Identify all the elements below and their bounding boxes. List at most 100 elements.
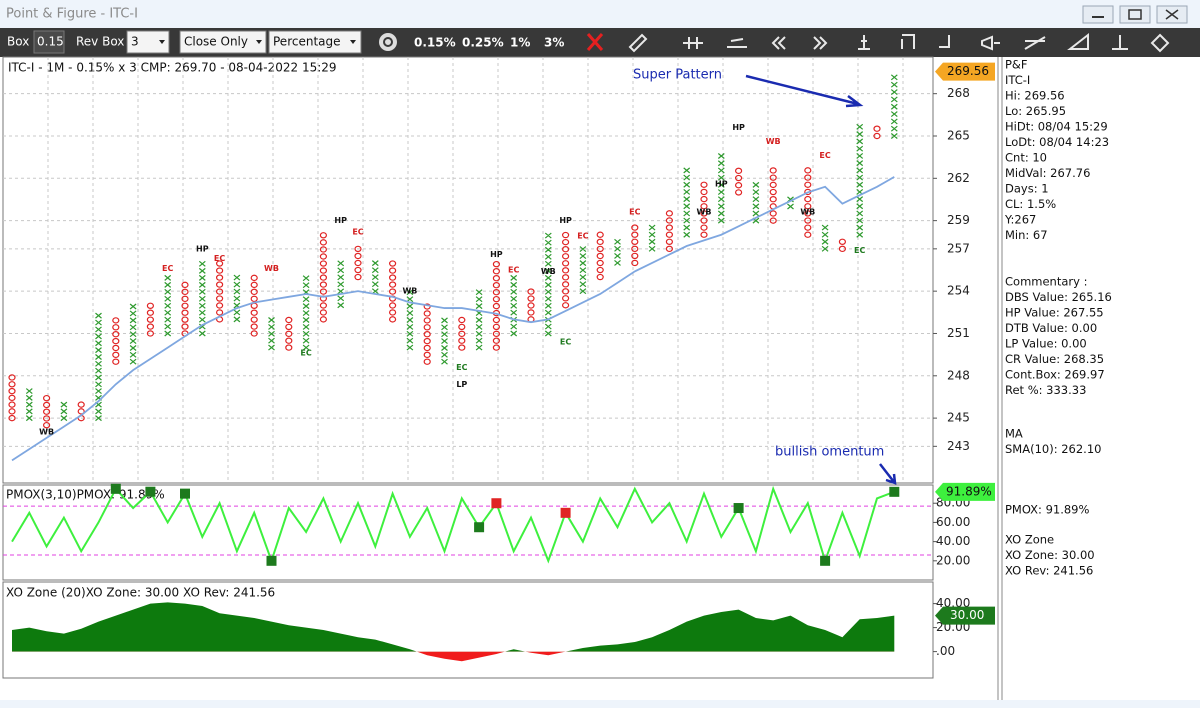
o-column	[8, 374, 16, 422]
tool-icon[interactable]	[771, 36, 786, 50]
box-input[interactable]	[33, 30, 65, 54]
info-line: Min: 67	[1005, 228, 1048, 242]
x-column	[60, 401, 68, 422]
box-preset[interactable]: 0.25%	[462, 36, 504, 50]
info-line: Days: 1	[1005, 182, 1049, 196]
o-column	[735, 167, 743, 196]
x-column	[337, 260, 345, 309]
info-line: LoDt: 08/04 14:23	[1005, 135, 1109, 149]
pattern-label: WB	[697, 208, 712, 217]
signal-marker	[110, 483, 121, 494]
pattern-label: EC	[508, 266, 519, 275]
info-line: MA	[1005, 427, 1023, 441]
info-line: Cont.Box: 269.97	[1005, 368, 1105, 382]
pattern-label: WB	[39, 428, 54, 437]
x-column	[129, 303, 137, 365]
drawing-tools	[628, 32, 1170, 53]
box-preset[interactable]: 0.15%	[414, 36, 456, 50]
pattern-label: WB	[264, 264, 279, 273]
pattern-label: HP	[715, 179, 728, 188]
refresh-button[interactable]	[379, 33, 397, 51]
dropdown-arrow	[256, 40, 262, 44]
signal-marker	[889, 486, 900, 497]
mode-select[interactable]	[179, 30, 267, 54]
pattern-label: HP	[334, 216, 347, 225]
tool-icon[interactable]	[858, 35, 870, 50]
y-tick-label: 243	[947, 439, 970, 453]
tool-icon[interactable]	[1112, 35, 1128, 50]
tool-icon[interactable]	[727, 38, 747, 48]
tool-icon[interactable]	[813, 36, 828, 50]
tool-icon[interactable]	[901, 34, 915, 49]
last-value-badge	[935, 606, 995, 625]
xo-zone-title: XO Zone (20)XO Zone: 30.00 XO Rev: 241.5…	[6, 586, 275, 600]
o-column	[43, 395, 51, 429]
info-line: XO Rev: 241.56	[1005, 564, 1093, 578]
last-value-label: 91.89%	[946, 484, 992, 498]
info-line: Lo: 265.95	[1005, 104, 1066, 118]
window-controls[interactable]	[1082, 5, 1188, 24]
pattern-label: EC	[560, 337, 571, 346]
signal-marker	[474, 522, 485, 533]
info-line: DBS Value: 265.16	[1005, 290, 1112, 304]
x-column	[787, 196, 794, 210]
last-value-label: 30.00	[950, 608, 984, 622]
x-column	[95, 312, 102, 422]
o-column	[146, 302, 155, 337]
tool-icon[interactable]	[981, 35, 1000, 51]
x-column	[406, 289, 414, 351]
info-line: P&F	[1005, 58, 1028, 72]
pattern-label: EC	[629, 208, 640, 217]
info-line: ITC-I	[1005, 73, 1030, 87]
pattern-label: WB	[800, 208, 815, 217]
x-column	[475, 289, 483, 351]
pattern-label: HP	[732, 123, 745, 132]
x-column	[579, 246, 587, 295]
y-tick-label: 265	[947, 128, 970, 142]
y-tick-label: 40.00	[936, 534, 970, 548]
y-tick-label: 254	[947, 284, 970, 298]
box-preset[interactable]: 3%	[544, 36, 564, 50]
annotation: bullish omentum	[775, 445, 884, 460]
preset-group: 0.15% 0.25% 1% 3%	[414, 36, 564, 50]
mode-value: Close Only	[184, 35, 248, 49]
box-label: Box	[7, 35, 29, 49]
tool-icon[interactable]	[1067, 32, 1089, 50]
o-column	[631, 224, 639, 267]
x-column	[856, 123, 864, 238]
info-line: XO Zone	[1005, 533, 1054, 547]
info-line: CR Value: 268.35	[1005, 352, 1104, 366]
o-column	[354, 245, 362, 281]
pattern-label: HP	[196, 244, 209, 253]
pattern-label: EC	[352, 227, 363, 236]
tool-icon[interactable]	[939, 35, 950, 48]
tool-icon[interactable]	[683, 37, 703, 49]
rev-box-select[interactable]	[126, 30, 170, 54]
signal-marker	[491, 498, 502, 509]
signal-marker	[145, 486, 156, 497]
status-strip	[0, 700, 1200, 708]
box-preset[interactable]: 1%	[510, 36, 530, 50]
tool-icon[interactable]	[1150, 33, 1170, 53]
scale-select[interactable]	[268, 30, 362, 54]
tool-icon[interactable]	[1024, 36, 1046, 50]
minimize-button[interactable]	[1082, 5, 1114, 24]
x-column	[752, 181, 760, 224]
x-column	[614, 238, 621, 266]
xo-area-positive	[12, 602, 895, 652]
scale-value: Percentage	[273, 35, 341, 49]
info-line: Hi: 269.56	[1005, 89, 1065, 103]
x-column	[648, 224, 656, 252]
y-tick-label: 60.00	[936, 515, 970, 529]
maximize-button[interactable]	[1119, 5, 1151, 24]
pattern-label: WB	[766, 137, 781, 146]
delete-button[interactable]	[586, 33, 604, 51]
pnf-panel	[2, 56, 934, 484]
tool-icon[interactable]	[628, 33, 648, 53]
info-line: XO Zone: 30.00	[1005, 548, 1095, 562]
last-price-label: 269.56	[947, 64, 989, 78]
dropdown-arrow	[159, 40, 165, 44]
info-line: CL: 1.5%	[1005, 197, 1056, 211]
info-line: Y:267	[1004, 213, 1036, 227]
x-column	[198, 260, 206, 337]
